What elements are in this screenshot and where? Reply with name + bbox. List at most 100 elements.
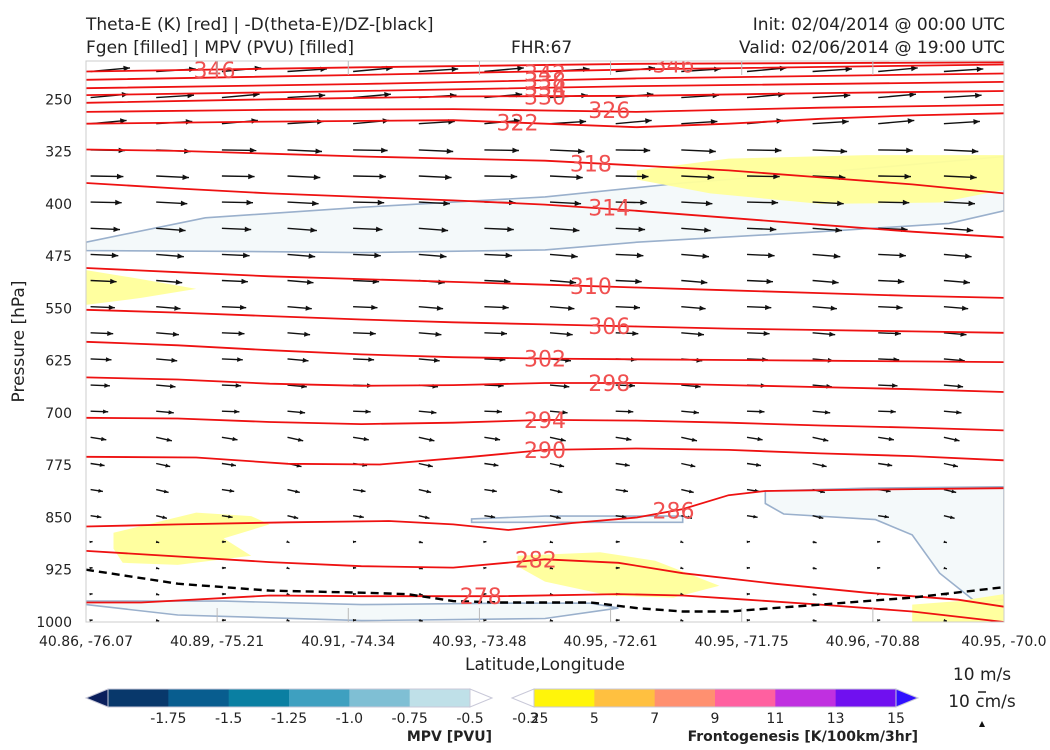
wind-vector-head bbox=[371, 304, 378, 310]
wind-vector-head bbox=[222, 566, 226, 570]
fgen-region bbox=[636, 155, 1004, 204]
wind-vector-head bbox=[557, 489, 563, 494]
wind-vector-head bbox=[302, 357, 309, 363]
colorbar-tick-label: 5 bbox=[590, 711, 599, 727]
colorbar-segment bbox=[534, 689, 595, 707]
wind-vector-head bbox=[756, 462, 761, 467]
y-tick-label: 475 bbox=[45, 249, 72, 265]
colorbar-frame bbox=[533, 688, 897, 708]
wind-vector bbox=[1010, 202, 1041, 203]
wind-vector-head bbox=[842, 119, 849, 125]
wind-vector bbox=[1010, 228, 1039, 229]
wind-vector-head bbox=[1017, 489, 1022, 493]
theta-e-contour bbox=[86, 416, 1004, 432]
theta-e-contour bbox=[86, 61, 1004, 73]
wind-vector-head bbox=[1020, 437, 1025, 441]
wind-vector-head bbox=[1026, 331, 1032, 336]
wind-vector-head bbox=[843, 92, 851, 99]
wind-vector-head bbox=[680, 618, 684, 622]
theta-e-contour bbox=[86, 267, 1004, 299]
wind-vector-head bbox=[709, 148, 716, 154]
wind-vector-head bbox=[877, 619, 881, 622]
wind-vector-head bbox=[360, 488, 366, 493]
wind-vector-head bbox=[973, 119, 980, 125]
wind-vector-head bbox=[697, 331, 704, 337]
theta-e-contour bbox=[86, 487, 1004, 531]
theta-e-contour bbox=[86, 182, 1004, 239]
wind-vector-head bbox=[235, 383, 242, 388]
wind-vector bbox=[1010, 307, 1034, 308]
wind-vector-head bbox=[966, 227, 974, 233]
colorbar-tick-label: -0.75 bbox=[392, 711, 428, 727]
wind-vector-head bbox=[419, 592, 423, 596]
wind-vector-head bbox=[961, 305, 969, 311]
wind-vector-head bbox=[492, 488, 497, 493]
wind-vector-head bbox=[101, 436, 107, 442]
colorbar-segment bbox=[349, 689, 411, 707]
wind-vector-head bbox=[1019, 463, 1024, 467]
wind-vector bbox=[1010, 150, 1045, 151]
colorbar-tick-label: 7 bbox=[650, 711, 659, 727]
y-tick-label: 850 bbox=[45, 510, 72, 526]
wind-vector-head bbox=[1023, 383, 1029, 388]
wind-vector bbox=[746, 67, 787, 73]
theta-e-contour bbox=[86, 148, 1004, 195]
wind-vector bbox=[1010, 411, 1028, 412]
wind-vector-head bbox=[512, 147, 519, 154]
wind-vector-head bbox=[964, 253, 972, 259]
wind-vector-head bbox=[632, 331, 639, 336]
wind-vector-head bbox=[963, 279, 970, 285]
wind-vector-head bbox=[832, 279, 839, 285]
contour-label-text: 346 bbox=[653, 53, 695, 78]
wind-vector-head bbox=[892, 383, 898, 388]
y-tick-label: 400 bbox=[45, 197, 72, 213]
wind-vector-head bbox=[1016, 515, 1021, 519]
colorbar-segment bbox=[654, 689, 716, 707]
wind-vector-head bbox=[99, 462, 105, 467]
init-time: Init: 02/04/2014 @ 00:00 UTC bbox=[752, 15, 1005, 35]
x-tick-label: 40.95, -71.75 bbox=[695, 634, 789, 650]
wind-vector-head bbox=[369, 331, 376, 336]
wind-vector-head bbox=[249, 147, 257, 154]
x-tick-label: 40.86, -76.07 bbox=[39, 634, 133, 650]
wind-vector-head bbox=[877, 566, 881, 570]
theta-e-contour bbox=[86, 308, 1004, 334]
wind-vector-head bbox=[771, 199, 779, 206]
wind-vector-head bbox=[368, 357, 375, 362]
wind-vector-head bbox=[297, 437, 304, 442]
contour-label-text: 338 bbox=[524, 70, 566, 95]
wind-vector bbox=[1010, 281, 1036, 282]
contour-label: 282 bbox=[515, 548, 557, 573]
wind-vector-head bbox=[155, 618, 160, 622]
wind-vector-head bbox=[246, 199, 253, 206]
contour-label-text: 290 bbox=[524, 439, 566, 464]
wind-vector-head bbox=[110, 278, 117, 285]
wind-vector-head bbox=[904, 173, 911, 180]
theta-e-contour bbox=[86, 376, 1004, 393]
wind-vector-head bbox=[957, 384, 964, 389]
theta-e-contour bbox=[86, 112, 1004, 129]
wind-vector-head bbox=[896, 304, 903, 310]
reference-u-label: 10 m/s bbox=[953, 665, 1011, 685]
wind-vector-head bbox=[746, 566, 750, 570]
wind-vector-head bbox=[823, 437, 829, 442]
wind-vector-head bbox=[162, 515, 167, 519]
wind-vector-head bbox=[483, 540, 487, 544]
wind-vector-head bbox=[313, 174, 321, 180]
wind-vector-head bbox=[155, 566, 160, 570]
wind-vector bbox=[812, 68, 853, 73]
wind-vector-head bbox=[628, 409, 634, 414]
wind-vector-head bbox=[1029, 279, 1036, 284]
theta-e-contour bbox=[86, 550, 1004, 608]
wind-vector-head bbox=[180, 200, 188, 207]
wind-vector-head bbox=[1041, 92, 1048, 98]
wind-vector-head bbox=[494, 436, 501, 442]
wind-vector-head bbox=[633, 304, 640, 310]
contour-label: 330 bbox=[524, 86, 566, 111]
wind-vector-head bbox=[576, 174, 583, 180]
wind-vector-head bbox=[379, 173, 386, 180]
wind-vector bbox=[1010, 437, 1026, 440]
colorbar-tick-label: -1.25 bbox=[271, 711, 307, 727]
wind-vector-head bbox=[123, 65, 130, 72]
